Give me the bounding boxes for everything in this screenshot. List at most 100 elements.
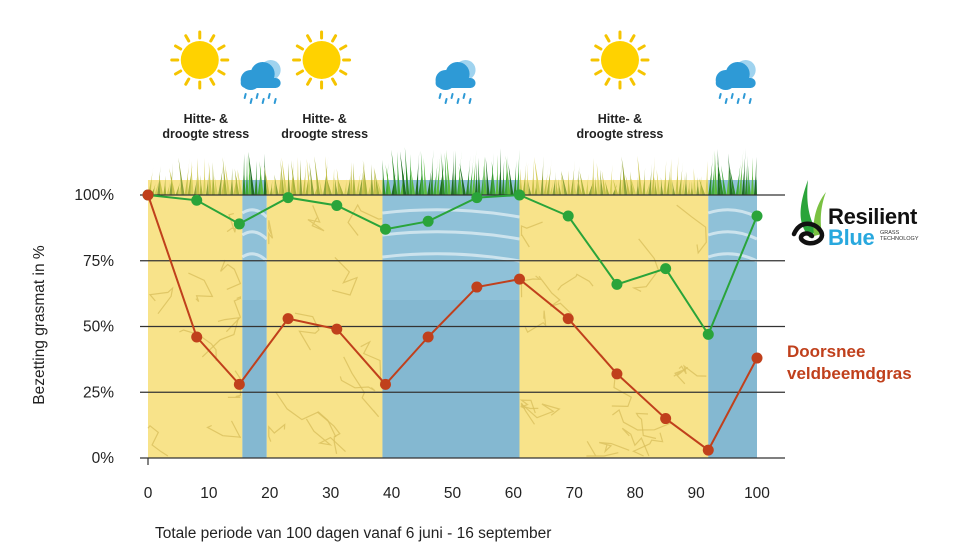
data-point — [331, 323, 343, 335]
grass-blade — [444, 152, 449, 195]
sun-ray — [306, 34, 313, 43]
crack-line — [632, 432, 664, 457]
grass-blade — [248, 151, 252, 195]
water-depth — [382, 300, 520, 458]
sun-ray — [594, 44, 603, 51]
water-streak — [382, 230, 520, 241]
grass-blade — [508, 162, 514, 195]
grass-blade — [370, 164, 374, 195]
grass-blade — [157, 166, 161, 195]
grass-blade — [259, 161, 264, 195]
grass-blade — [290, 160, 297, 195]
data-point — [471, 281, 483, 293]
grass-blade — [376, 179, 383, 195]
grass-blade — [373, 166, 377, 195]
grass-blade — [391, 166, 397, 195]
crack-line — [520, 275, 542, 298]
data-point — [611, 368, 623, 380]
grass-blade — [735, 153, 742, 195]
data-point — [751, 352, 763, 364]
grass-blade — [287, 163, 291, 195]
sun-icon — [590, 30, 650, 90]
sun-ray — [604, 77, 611, 86]
grass-blade — [343, 178, 347, 195]
data-point — [562, 210, 574, 222]
grass-blade — [576, 166, 580, 195]
grass-blade — [630, 171, 634, 195]
x-tick-label: 90 — [687, 485, 705, 502]
data-point — [282, 192, 294, 204]
sun-disc — [180, 41, 219, 79]
period-label-stress: Hitte- & droogte stress — [162, 112, 250, 141]
grass-blade — [519, 168, 523, 195]
logo-word-resilient: Resilient — [828, 204, 917, 229]
grass-blade — [690, 180, 694, 195]
crack-line — [635, 412, 657, 440]
sun-disc — [600, 41, 639, 79]
grass-blade — [208, 161, 212, 195]
series-label-veldbeemdgras: Doorsnee veldbeemdgras — [787, 342, 912, 383]
grass-blade — [678, 161, 684, 195]
rain-drop — [450, 93, 454, 99]
grass-blade — [418, 162, 424, 195]
grass-blade — [450, 150, 455, 195]
grass-blade — [382, 159, 386, 195]
grass-blade — [336, 168, 341, 195]
data-point — [191, 194, 203, 206]
data-point — [513, 273, 525, 285]
x-tick-label: 10 — [200, 485, 218, 502]
grass-blade — [202, 157, 206, 195]
crack-line — [599, 441, 630, 454]
crack-line — [524, 310, 547, 333]
data-point — [233, 378, 245, 390]
grass-blade — [618, 162, 622, 195]
grass-blade — [579, 170, 586, 195]
water-streak — [241, 230, 268, 241]
y-tick-label: 100% — [74, 187, 114, 204]
sun-ray — [217, 44, 226, 51]
grass-blade — [346, 168, 352, 195]
series-line — [147, 194, 758, 452]
period-band-wet — [242, 180, 267, 458]
grass-blade — [211, 162, 215, 195]
crack-line — [538, 275, 573, 315]
crack-line — [294, 312, 320, 351]
grass-blade — [234, 168, 240, 195]
grass-blade — [489, 152, 494, 195]
data-point — [233, 218, 245, 230]
rain-drop — [273, 98, 277, 104]
grass-blade — [540, 156, 544, 195]
rain-drop — [736, 98, 740, 104]
grass-blade — [684, 171, 688, 195]
grass-blade — [441, 153, 446, 195]
crack-line — [226, 213, 237, 233]
grass-blade — [337, 179, 344, 195]
data-point — [331, 200, 343, 212]
rain-drop — [724, 98, 728, 104]
data-point — [142, 189, 154, 201]
grass-blade — [705, 160, 709, 195]
crack-line — [631, 238, 660, 292]
grass-blade — [525, 163, 529, 195]
grass-blade — [323, 156, 329, 195]
grass-blade — [248, 151, 255, 195]
grass-blade — [549, 179, 554, 195]
grass-blade — [184, 158, 190, 195]
rain-drop — [261, 98, 265, 104]
grass-blade — [573, 179, 577, 195]
grass-blade — [334, 177, 338, 195]
sun-ray — [594, 69, 603, 76]
period-label-stress: Hitte- & droogte stress — [576, 112, 664, 141]
grass-blade — [753, 156, 757, 195]
grass-blade — [477, 157, 481, 195]
data-point — [380, 378, 392, 390]
crack-line — [521, 403, 561, 419]
grass-blade — [577, 177, 583, 195]
rain-drop — [249, 98, 253, 104]
grass-blade — [728, 153, 733, 195]
crack-line — [343, 356, 380, 418]
grass-blade — [302, 158, 307, 195]
grass-blade — [415, 151, 420, 195]
water-streak — [707, 230, 758, 241]
grass-blade — [717, 159, 724, 195]
